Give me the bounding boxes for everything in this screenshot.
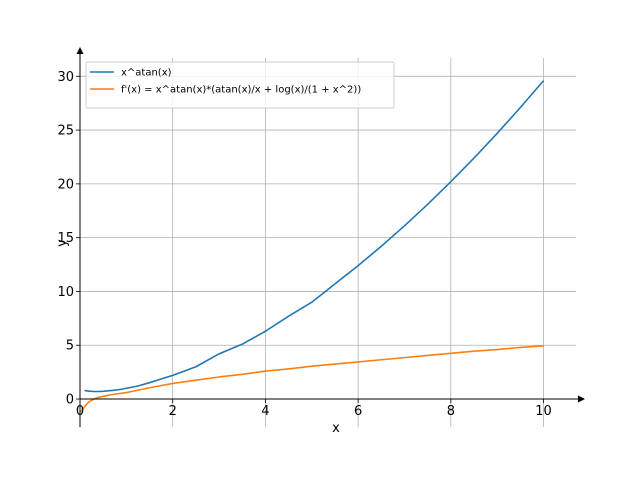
y-axis-label: y: [55, 239, 70, 247]
y-tick-label: 15: [57, 231, 74, 246]
y-tick-label: 25: [57, 124, 74, 139]
series-line-2: [80, 344, 544, 413]
legend: x^atan(x) f'(x) = x^atan(x)*(atan(x)/x + …: [85, 61, 395, 109]
axes: [76, 47, 585, 427]
y-tick-label: 20: [57, 177, 74, 192]
x-tick-label: 0: [76, 404, 84, 419]
series-line-1: [84, 80, 545, 393]
y-tick-label: 5: [66, 339, 74, 354]
y-tick-label: 30: [57, 70, 74, 85]
legend-box: [85, 61, 395, 109]
series-layer: [80, 80, 545, 413]
legend-label-2: f'(x) = x^atan(x)*(atan(x)/x + log(x)/(1…: [121, 85, 361, 96]
y-axis-arrow: [76, 47, 84, 54]
legend-label-1: x^atan(x): [121, 68, 172, 79]
x-tick-label: 8: [447, 404, 455, 419]
y-tick-label: 10: [57, 285, 74, 300]
x-tick-label: 10: [535, 404, 552, 419]
legend-entries: x^atan(x) f'(x) = x^atan(x)*(atan(x)/x + …: [90, 68, 361, 96]
x-axis-label: x: [332, 421, 340, 436]
x-tick-label: 4: [261, 404, 269, 419]
grid: [80, 58, 576, 427]
y-tick-label: 0: [66, 393, 74, 408]
x-axis-arrow: [578, 395, 585, 403]
ticks: 0 2 4 6 8 10 0 5 10 15 20 25 30: [57, 70, 551, 419]
x-tick-label: 2: [169, 404, 177, 419]
x-tick-label: 6: [354, 404, 362, 419]
